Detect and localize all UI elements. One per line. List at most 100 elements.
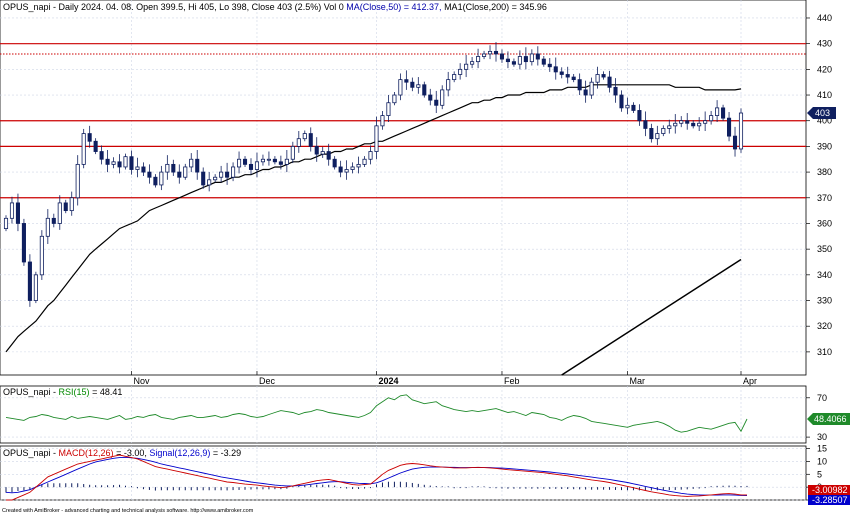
candle-body [195,158,200,173]
candle-body [350,166,355,170]
candle-body [476,56,481,63]
macd-tick-label: 15 [817,444,827,454]
candle-body [147,171,152,178]
candle-body [673,122,678,127]
footer-credit: Created with AmiBroker - advanced charti… [2,508,254,514]
candle-body [470,61,475,65]
signal-last-value-tag: -3.28507 [808,495,850,505]
candle-body [547,63,552,68]
candle-body [398,79,403,96]
ma50-line [5,84,742,353]
price-panel-frame [0,0,807,376]
candle-body [661,128,666,134]
candle-body [207,179,212,186]
candle-body [254,161,260,170]
candle-body [601,74,606,78]
date-tick-label: Nov [133,376,150,386]
date-tick-label: Apr [743,376,757,386]
candle-body [691,122,696,127]
candle-body [296,138,301,147]
price-tick-label: 380 [817,167,832,177]
candle-body [434,99,439,106]
macd-histogram [5,481,748,493]
candle-body [15,202,20,224]
candle-body [33,274,38,301]
candle-body [482,53,487,57]
candle-body [135,166,140,170]
candle-body [183,166,188,178]
candlesticks [3,42,744,307]
rsi-tick-label: 70 [817,393,827,403]
price-chart-title: OPUS_napi - Daily 2024. 04. 08. Open 399… [3,2,547,12]
rsi-tick-label: 30 [817,432,827,442]
candle-body [685,120,690,124]
candle-body [105,158,110,165]
candle-body [428,94,433,101]
candle-body [523,56,528,63]
candle-body [631,104,636,111]
candle-body [201,171,206,186]
candle-body [362,158,367,165]
candle-body [607,76,612,88]
rsi-last-value: 48.4066 [814,414,847,424]
date-tick-label: Feb [504,376,520,386]
candle-body [553,66,558,73]
ma50-label: MA(Close,50) = 412.37, [346,2,441,12]
candle-body [237,158,242,168]
price-y-axis: 310 320 330 340 350 360 370 380 390 400 410 420 430 4… [806,13,832,357]
candle-body [446,79,451,91]
candle-body [63,202,68,212]
candle-body [732,135,738,150]
candle-body [39,235,44,276]
candle-body [487,50,493,55]
candle-body [721,107,726,119]
candle-body [392,94,397,104]
last-price-tag: 403 [807,107,836,120]
candle-body [571,76,576,81]
candle-body [655,133,660,140]
candle-body [679,120,684,124]
candle-body [649,128,654,140]
candle-body [738,112,744,150]
rsi-gridlines [0,386,806,443]
rsi-series [5,394,748,433]
price-tick-label: 360 [817,218,832,228]
candle-body [440,89,445,106]
price-tick-label: 330 [817,296,832,306]
candle-body [225,171,230,178]
candle-body [278,161,283,165]
price-tick-label: 320 [817,321,832,331]
candle-body [9,202,15,219]
candle-body [541,58,546,65]
candle-body [697,122,702,127]
macd-tick-label: 5 [817,469,822,479]
candle-body [242,158,248,165]
candle-body [99,151,104,160]
candle-body [165,163,170,173]
rsi-title: OPUS_napi - RSI(15) = 48.41 [3,387,122,397]
candle-body [499,53,505,60]
candle-body [625,104,630,109]
candle-body [171,163,176,173]
candle-body [290,146,295,160]
macd-last-value-tag: -3.00982 [808,485,850,495]
candle-body [709,115,714,122]
candle-body [326,151,331,160]
candle-body [57,202,62,224]
candle-body [260,158,265,163]
candle-body [87,133,92,142]
rsi-line [5,394,748,433]
candle-body [458,68,463,75]
signal-line [5,456,748,497]
price-tick-label: 440 [817,13,832,23]
macd-tick-label: 10 [817,456,827,466]
candle-body [589,81,594,96]
ma200-label: MA1(Close,200) = 345.96 [444,2,547,12]
candle-body [535,53,540,60]
candle-body [464,63,469,70]
candle-body [75,163,80,199]
price-tick-label: 350 [817,244,832,254]
candle-body [583,89,588,96]
candle-body [93,140,98,152]
candle-body [3,217,9,229]
